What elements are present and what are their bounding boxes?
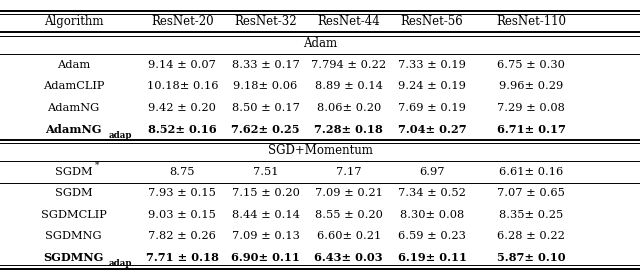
Text: SGDM: SGDM xyxy=(55,167,92,177)
Text: 6.75 ± 0.30: 6.75 ± 0.30 xyxy=(497,60,565,70)
Text: 9.03 ± 0.15: 9.03 ± 0.15 xyxy=(148,210,216,220)
Text: 9.96± 0.29: 9.96± 0.29 xyxy=(499,81,563,91)
Text: 8.30± 0.08: 8.30± 0.08 xyxy=(400,210,464,220)
Text: 7.07 ± 0.65: 7.07 ± 0.65 xyxy=(497,189,565,198)
Text: 7.09 ± 0.21: 7.09 ± 0.21 xyxy=(315,189,383,198)
Text: 6.61± 0.16: 6.61± 0.16 xyxy=(499,167,563,177)
Text: 6.97: 6.97 xyxy=(419,167,445,177)
Text: 6.43± 0.03: 6.43± 0.03 xyxy=(314,252,383,263)
Text: 9.18± 0.06: 9.18± 0.06 xyxy=(234,81,298,91)
Text: SGDMNG: SGDMNG xyxy=(45,231,102,241)
Text: 6.19± 0.11: 6.19± 0.11 xyxy=(397,252,467,263)
Text: 8.52± 0.16: 8.52± 0.16 xyxy=(148,124,217,135)
Text: 8.75: 8.75 xyxy=(170,167,195,177)
Text: 7.69 ± 0.19: 7.69 ± 0.19 xyxy=(398,102,466,113)
Text: 6.71± 0.17: 6.71± 0.17 xyxy=(497,124,566,135)
Text: 8.89 ± 0.14: 8.89 ± 0.14 xyxy=(315,81,383,91)
Text: 7.71 ± 0.18: 7.71 ± 0.18 xyxy=(146,252,219,263)
Text: 7.51: 7.51 xyxy=(253,167,278,177)
Text: SGDM: SGDM xyxy=(55,189,92,198)
Text: 5.87± 0.10: 5.87± 0.10 xyxy=(497,252,566,263)
Text: Algorithm: Algorithm xyxy=(44,15,103,28)
Text: 9.42 ± 0.20: 9.42 ± 0.20 xyxy=(148,102,216,113)
Text: 7.82 ± 0.26: 7.82 ± 0.26 xyxy=(148,231,216,241)
Text: 7.33 ± 0.19: 7.33 ± 0.19 xyxy=(398,60,466,70)
Text: ResNet-56: ResNet-56 xyxy=(401,15,463,28)
Text: 7.34 ± 0.52: 7.34 ± 0.52 xyxy=(398,189,466,198)
Text: adap: adap xyxy=(109,130,132,139)
Text: Adam: Adam xyxy=(303,37,337,50)
Text: ResNet-44: ResNet-44 xyxy=(317,15,380,28)
Text: 7.62± 0.25: 7.62± 0.25 xyxy=(231,124,300,135)
Text: 9.14 ± 0.07: 9.14 ± 0.07 xyxy=(148,60,216,70)
Text: SGDMCLIP: SGDMCLIP xyxy=(41,210,106,220)
Text: ResNet-20: ResNet-20 xyxy=(151,15,214,28)
Text: AdamCLIP: AdamCLIP xyxy=(43,81,104,91)
Text: 6.60± 0.21: 6.60± 0.21 xyxy=(317,231,381,241)
Text: 6.59 ± 0.23: 6.59 ± 0.23 xyxy=(398,231,466,241)
Text: 10.18± 0.16: 10.18± 0.16 xyxy=(147,81,218,91)
Text: 8.55 ± 0.20: 8.55 ± 0.20 xyxy=(315,210,383,220)
Text: 9.24 ± 0.19: 9.24 ± 0.19 xyxy=(398,81,466,91)
Text: SGD+Momentum: SGD+Momentum xyxy=(268,144,372,157)
Text: 7.04± 0.27: 7.04± 0.27 xyxy=(397,124,467,135)
Text: 7.93 ± 0.15: 7.93 ± 0.15 xyxy=(148,189,216,198)
Text: 8.06± 0.20: 8.06± 0.20 xyxy=(317,102,381,113)
Text: 6.28 ± 0.22: 6.28 ± 0.22 xyxy=(497,231,565,241)
Text: 8.35± 0.25: 8.35± 0.25 xyxy=(499,210,563,220)
Text: SGDMNG: SGDMNG xyxy=(44,252,104,263)
Text: 8.44 ± 0.14: 8.44 ± 0.14 xyxy=(232,210,300,220)
Text: AdamNG: AdamNG xyxy=(47,102,100,113)
Text: ResNet-110: ResNet-110 xyxy=(496,15,566,28)
Text: 6.90± 0.11: 6.90± 0.11 xyxy=(231,252,300,263)
Text: 8.50 ± 0.17: 8.50 ± 0.17 xyxy=(232,102,300,113)
Text: 7.29 ± 0.08: 7.29 ± 0.08 xyxy=(497,102,565,113)
Text: *: * xyxy=(95,161,99,170)
Text: AdamNG: AdamNG xyxy=(45,124,102,135)
Text: ResNet-32: ResNet-32 xyxy=(234,15,297,28)
Text: 7.15 ± 0.20: 7.15 ± 0.20 xyxy=(232,189,300,198)
Text: 7.17: 7.17 xyxy=(336,167,362,177)
Text: 7.794 ± 0.22: 7.794 ± 0.22 xyxy=(311,60,387,70)
Text: 7.09 ± 0.13: 7.09 ± 0.13 xyxy=(232,231,300,241)
Text: Adam: Adam xyxy=(57,60,90,70)
Text: 7.28± 0.18: 7.28± 0.18 xyxy=(314,124,383,135)
Text: 8.33 ± 0.17: 8.33 ± 0.17 xyxy=(232,60,300,70)
Text: adap: adap xyxy=(109,259,132,268)
